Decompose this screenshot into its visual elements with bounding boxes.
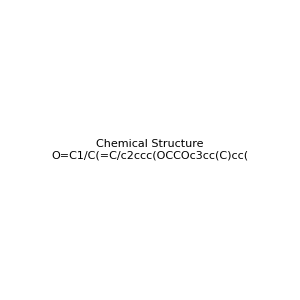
Text: Chemical Structure
O=C1/C(=C/c2ccc(OCCOc3cc(C)cc(: Chemical Structure O=C1/C(=C/c2ccc(OCCOc… [51,139,249,161]
